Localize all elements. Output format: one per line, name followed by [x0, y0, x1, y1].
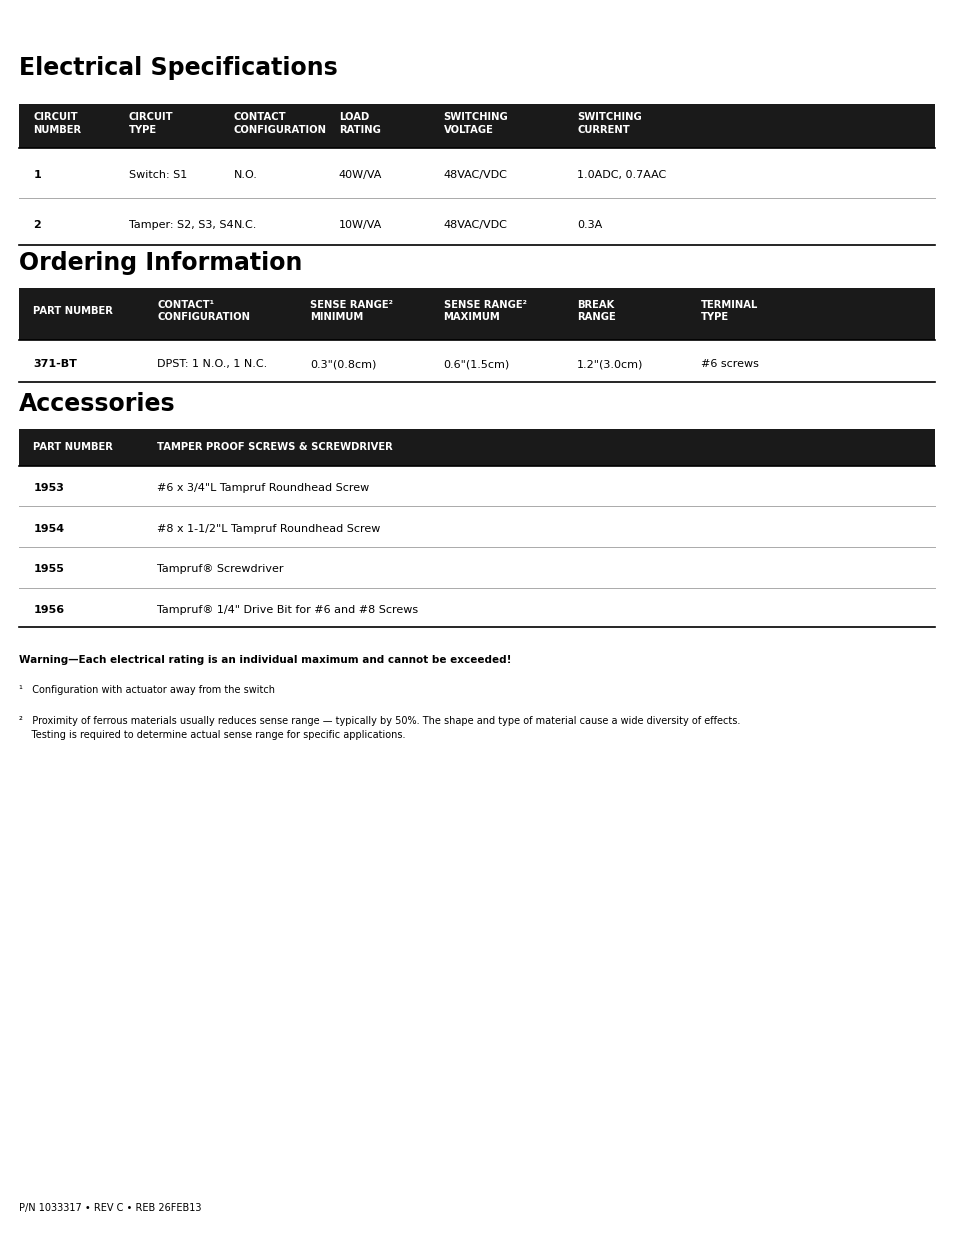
Text: Tampruf® Screwdriver: Tampruf® Screwdriver [157, 564, 284, 574]
Text: Warning—Each electrical rating is an individual maximum and cannot be exceeded!: Warning—Each electrical rating is an ind… [19, 655, 511, 664]
Text: N.O.: N.O. [233, 170, 257, 180]
Text: Tamper: S2, S3, S4: Tamper: S2, S3, S4 [129, 220, 233, 230]
Text: SENSE RANGE²
MAXIMUM: SENSE RANGE² MAXIMUM [443, 300, 526, 322]
Text: 0.3A: 0.3A [577, 220, 601, 230]
Text: BREAK
RANGE: BREAK RANGE [577, 300, 616, 322]
Text: Switch: S1: Switch: S1 [129, 170, 187, 180]
Text: N.C.: N.C. [233, 220, 257, 230]
Text: ¹   Configuration with actuator away from the switch: ¹ Configuration with actuator away from … [19, 685, 274, 695]
Text: 0.3"(0.8cm): 0.3"(0.8cm) [310, 359, 376, 369]
Text: 48VAC/VDC: 48VAC/VDC [443, 220, 507, 230]
Text: PART NUMBER: PART NUMBER [33, 442, 113, 452]
Text: Tampruf® 1/4" Drive Bit for #6 and #8 Screws: Tampruf® 1/4" Drive Bit for #6 and #8 Sc… [157, 605, 418, 615]
Text: Electrical Specifications: Electrical Specifications [19, 57, 337, 80]
Text: P/N 1033317 • REV C • REB 26FEB13: P/N 1033317 • REV C • REB 26FEB13 [19, 1203, 201, 1213]
Text: DPST: 1 N.O., 1 N.C.: DPST: 1 N.O., 1 N.C. [157, 359, 268, 369]
Text: Ordering Information: Ordering Information [19, 252, 302, 275]
Text: 1.2"(3.0cm): 1.2"(3.0cm) [577, 359, 643, 369]
Text: 1956: 1956 [33, 605, 65, 615]
Text: 1955: 1955 [33, 564, 64, 574]
Text: SWITCHING
VOLTAGE: SWITCHING VOLTAGE [443, 112, 508, 135]
Text: #6 screws: #6 screws [700, 359, 759, 369]
Text: 371-BT: 371-BT [33, 359, 77, 369]
Text: 2: 2 [33, 220, 41, 230]
Text: LOAD
RATING: LOAD RATING [338, 112, 380, 135]
Text: 1.0ADC, 0.7AAC: 1.0ADC, 0.7AAC [577, 170, 666, 180]
Text: 40W/VA: 40W/VA [338, 170, 381, 180]
Text: 1: 1 [33, 170, 41, 180]
Text: CIRCUIT
TYPE: CIRCUIT TYPE [129, 112, 173, 135]
Text: CIRCUIT
NUMBER: CIRCUIT NUMBER [33, 112, 81, 135]
Text: CONTACT
CONFIGURATION: CONTACT CONFIGURATION [233, 112, 326, 135]
Text: 10W/VA: 10W/VA [338, 220, 381, 230]
Text: 48VAC/VDC: 48VAC/VDC [443, 170, 507, 180]
FancyBboxPatch shape [19, 288, 934, 340]
FancyBboxPatch shape [19, 429, 934, 466]
Text: 0.6"(1.5cm): 0.6"(1.5cm) [443, 359, 509, 369]
Text: 1953: 1953 [33, 483, 64, 493]
Text: SWITCHING
CURRENT: SWITCHING CURRENT [577, 112, 641, 135]
Text: ²   Proximity of ferrous materials usually reduces sense range — typically by 50: ² Proximity of ferrous materials usually… [19, 716, 740, 740]
Text: TERMINAL
TYPE: TERMINAL TYPE [700, 300, 758, 322]
Text: TAMPER PROOF SCREWS & SCREWDRIVER: TAMPER PROOF SCREWS & SCREWDRIVER [157, 442, 393, 452]
Text: CONTACT¹
CONFIGURATION: CONTACT¹ CONFIGURATION [157, 300, 250, 322]
Text: #8 x 1-1/2"L Tampruf Roundhead Screw: #8 x 1-1/2"L Tampruf Roundhead Screw [157, 524, 380, 534]
Text: SENSE RANGE²
MINIMUM: SENSE RANGE² MINIMUM [310, 300, 393, 322]
Text: Accessories: Accessories [19, 393, 175, 416]
Text: PART NUMBER: PART NUMBER [33, 306, 113, 316]
Text: #6 x 3/4"L Tampruf Roundhead Screw: #6 x 3/4"L Tampruf Roundhead Screw [157, 483, 369, 493]
FancyBboxPatch shape [19, 104, 934, 148]
Text: 1954: 1954 [33, 524, 65, 534]
